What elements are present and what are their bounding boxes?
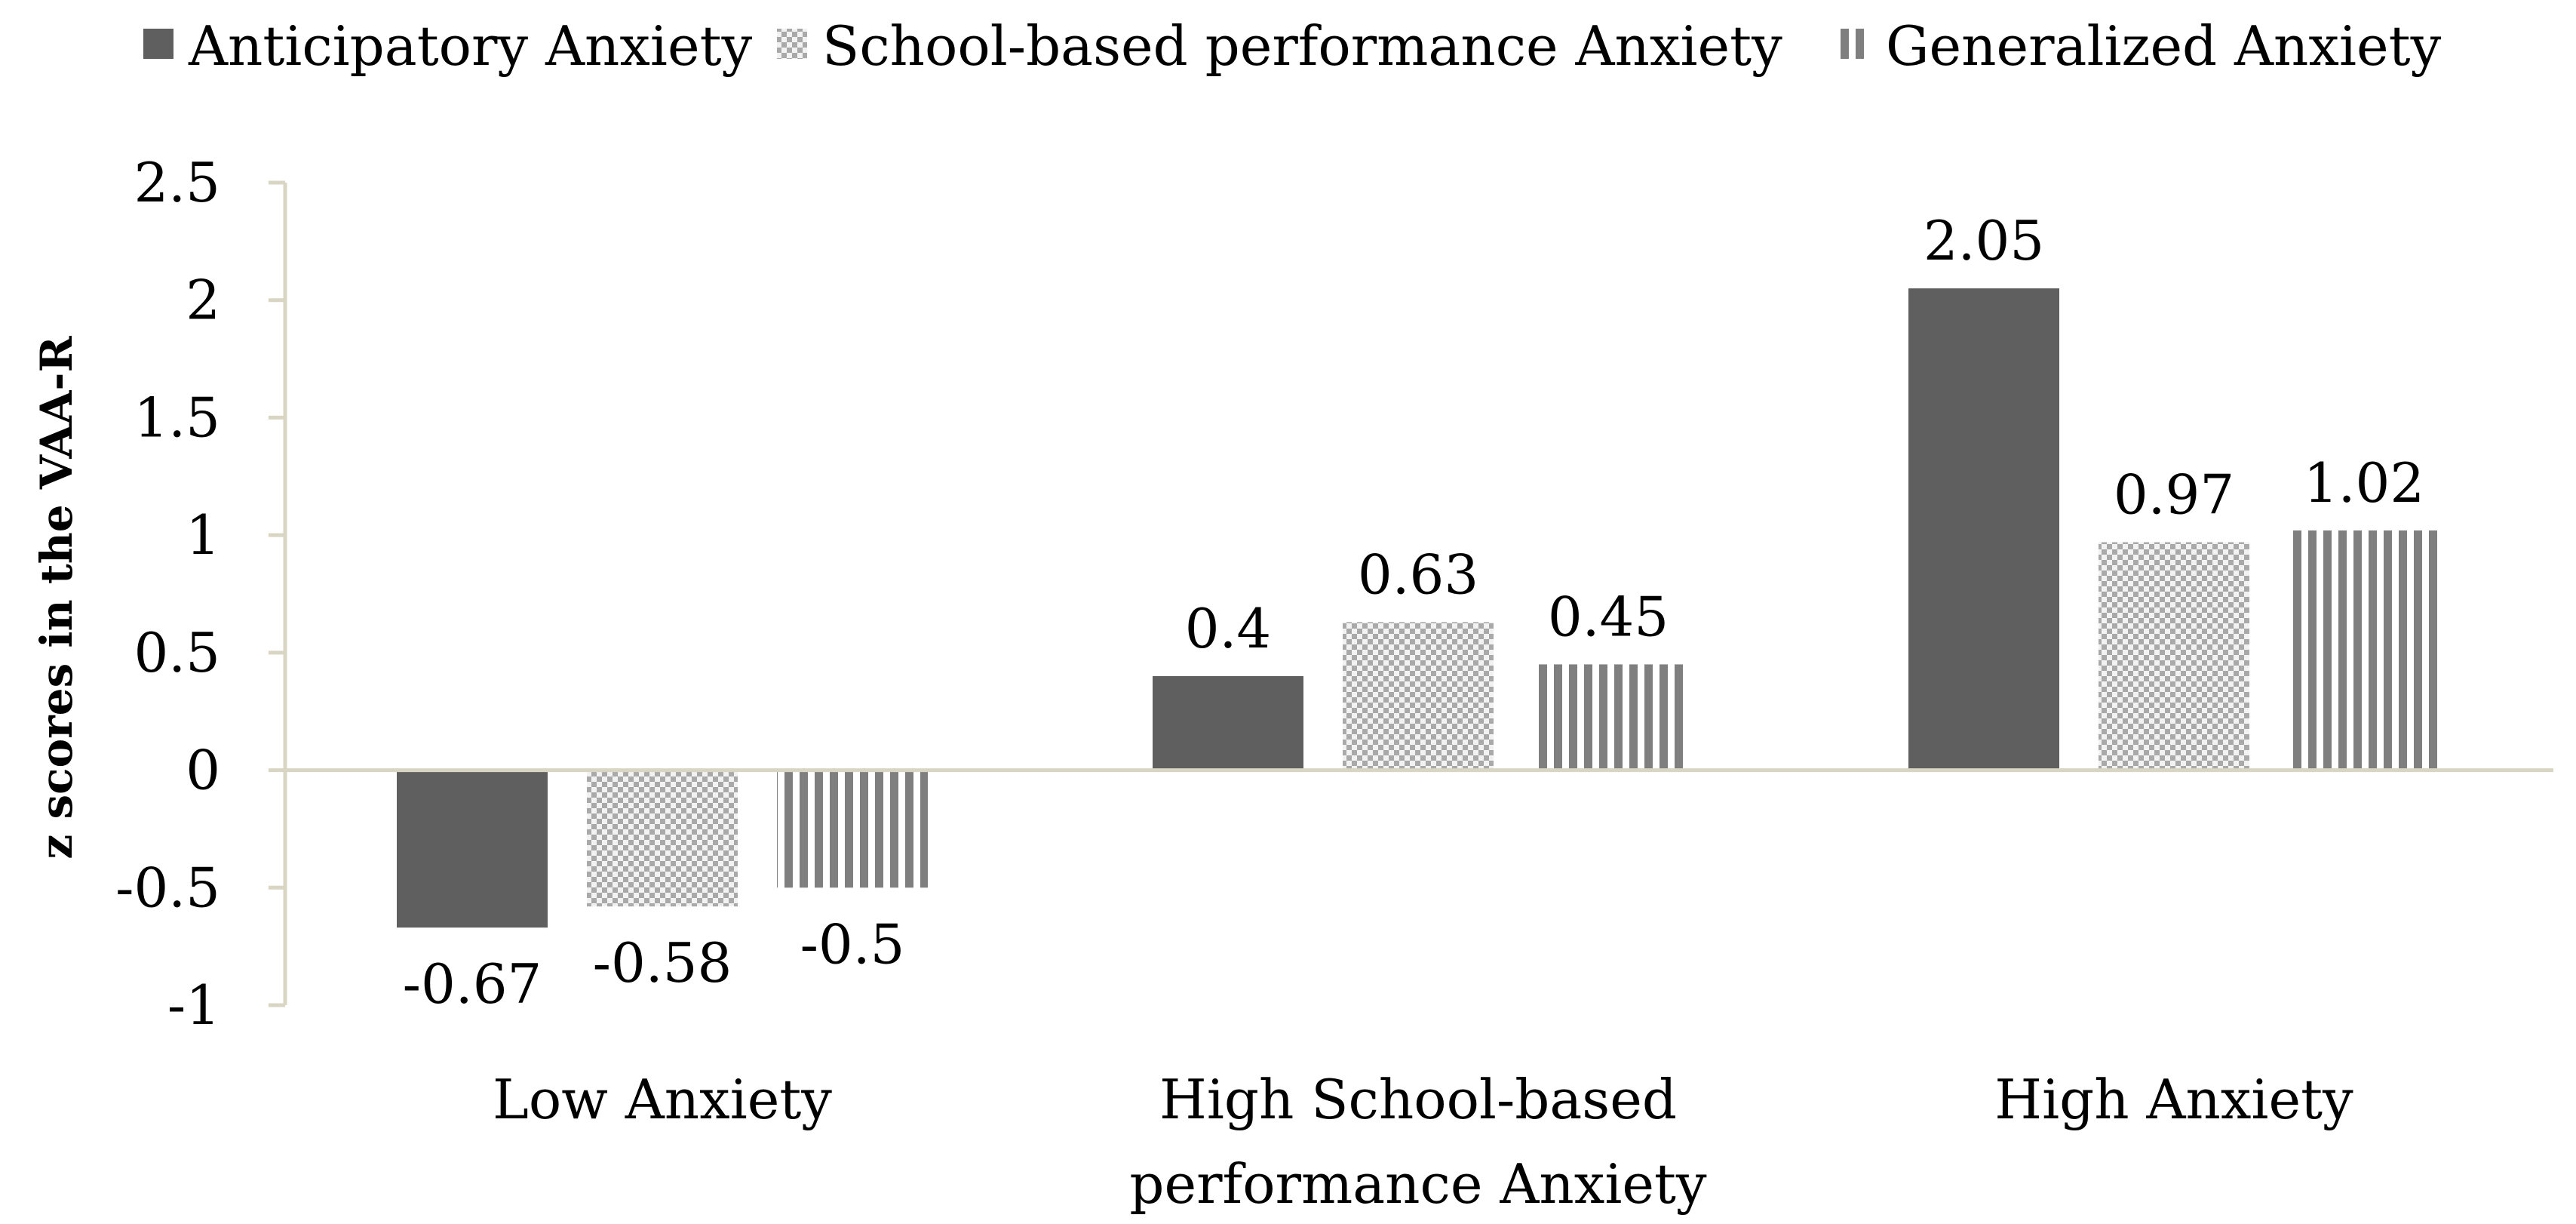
x-category-label: High Anxiety (1994, 1068, 2353, 1131)
data-label: 0.97 (2114, 463, 2234, 526)
legend: Anticipatory Anxiety School-based perform… (143, 14, 2442, 78)
y-tick-label: -0.5 (115, 856, 220, 919)
bar-generalized-anxiety-1 (1533, 664, 1684, 770)
data-label: -0.5 (800, 912, 905, 976)
y-tick-label: -1 (167, 973, 220, 1037)
x-category-label: High School-based performance Anxiety (1129, 1068, 1706, 1216)
bar-generalized-anxiety-0 (777, 770, 928, 888)
legend-swatch (1841, 29, 1871, 59)
legend-label: Anticipatory Anxiety (188, 14, 753, 78)
category-labels: Low Anxiety High School-based performance … (493, 1068, 2353, 1216)
y-tick-label: 0 (186, 739, 220, 802)
y-tick-label: 1 (186, 503, 220, 567)
legend-label: School-based performance Anxiety (822, 14, 1782, 78)
data-label: 0.45 (1548, 585, 1669, 648)
legend-label: Generalized Anxiety (1886, 14, 2442, 78)
data-label: -0.67 (403, 952, 542, 1016)
legend-swatch (143, 29, 173, 59)
bar-generalized-anxiety-2 (2289, 530, 2439, 770)
bars (397, 288, 2439, 928)
y-tick-label: 2 (186, 269, 220, 332)
y-tick-label: 0.5 (134, 621, 220, 684)
data-label: 1.02 (2304, 451, 2424, 515)
bar-school-based-performance-anxiety-2 (2099, 542, 2249, 770)
bar-anticipatory-anxiety-0 (397, 770, 548, 928)
bar-school-based-performance-anxiety-0 (587, 770, 738, 907)
y-tick-label: 2.5 (134, 151, 220, 214)
bar-anticipatory-anxiety-1 (1153, 676, 1303, 770)
data-label: -0.58 (593, 931, 732, 995)
y-axis-title: z scores in the VAA-R (31, 336, 82, 860)
bar-anticipatory-anxiety-2 (1908, 288, 2059, 770)
y-tick-label: 1.5 (134, 386, 220, 449)
y-axis-ticks: 2.5 2 1.5 1 0.5 0 -0.5 -1 (115, 151, 285, 1037)
data-label: 0.63 (1358, 543, 1478, 606)
x-category-label: Low Anxiety (493, 1068, 832, 1131)
data-labels: -0.67 0.4 2.05 -0.58 0.63 0.97 -0.5 0.45 1.02 (403, 209, 2424, 1016)
data-label: 2.05 (1924, 209, 2044, 272)
data-label: 0.4 (1185, 597, 1272, 660)
bar-school-based-performance-anxiety-1 (1343, 622, 1494, 770)
legend-swatch (777, 29, 807, 59)
